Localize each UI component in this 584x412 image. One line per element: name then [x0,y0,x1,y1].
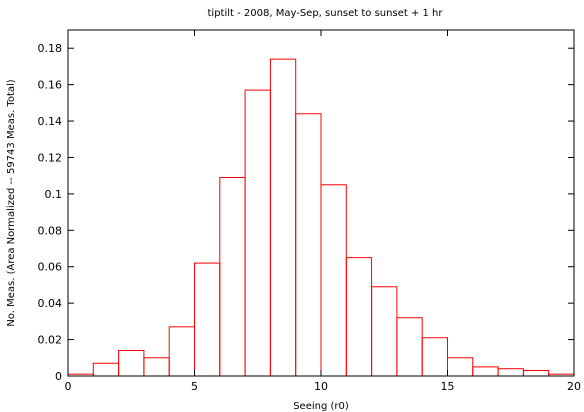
histogram-bar-8 [269,58,297,377]
histogram-bar-13 [396,317,423,377]
y-tick-label: 0 [55,370,62,383]
histogram-bar-12 [371,286,398,377]
histogram-bar-18 [522,370,550,377]
y-axis-label: No. Meas. (Area Normalized -- 59743 Meas… [6,79,17,326]
x-axis-label: Seeing (r0) [293,401,349,412]
bars-group [67,58,575,377]
x-tick-label: 15 [441,380,455,393]
histogram-bar-10 [320,184,347,377]
histogram-bar-1 [92,362,120,377]
x-tick-label: 0 [65,380,72,393]
y-tick-label: 0.02 [38,334,63,347]
y-tick-label: 0.04 [38,297,63,310]
histogram-bar-6 [219,177,246,377]
y-tick-label: 0.14 [38,115,63,128]
y-tick-label: 0.12 [38,151,63,164]
histogram-bar-15 [447,357,474,377]
histogram-bar-16 [472,366,499,377]
x-tick-label: 5 [191,380,198,393]
histogram-bar-17 [497,368,524,377]
y-tick-label: 0.16 [38,79,63,92]
histogram-bar-4 [168,326,195,377]
plot-frame [67,29,575,377]
histogram-bar-7 [244,89,271,377]
histogram-bar-3 [143,357,170,377]
histogram-bar-11 [345,257,373,377]
y-tick-label: 0.06 [38,261,63,274]
chart-title: tiptilt - 2008, May-Sep, sunset to sunse… [208,8,444,19]
x-tick-label: 20 [567,380,581,393]
histogram-bar-2 [118,350,145,377]
y-tick-label: 0.08 [38,224,63,237]
histogram-bar-14 [421,337,449,377]
histogram-bar-9 [295,113,322,377]
y-tick-label: 0.1 [45,188,63,201]
ticks-group: 0 5 10 15 20 0 0.02 0.04 0.06 0.08 0.1 0.12 0.14 0.16… [38,30,581,393]
y-tick-label: 0.18 [38,42,63,55]
histogram-bar-5 [194,262,221,377]
x-tick-label: 10 [314,380,328,393]
